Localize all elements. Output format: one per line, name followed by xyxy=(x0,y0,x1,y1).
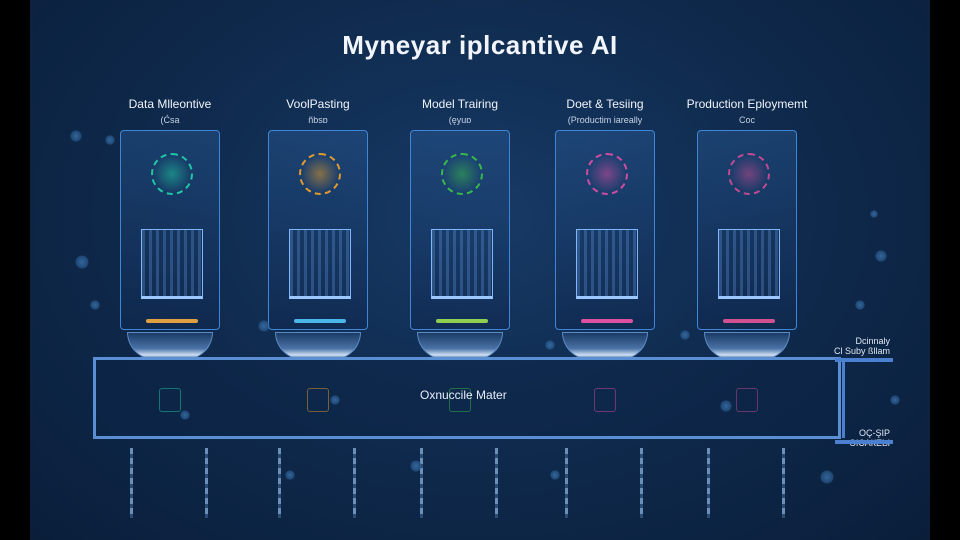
stage-sublabel: (ęyuɒ xyxy=(448,115,472,125)
collector-pipe xyxy=(93,357,841,439)
stage-sublabel: ñbsɒ xyxy=(308,115,328,125)
stage-heading: Model Trairing (ęyuɒ xyxy=(390,97,530,125)
stage-panel xyxy=(410,130,510,330)
drain-line xyxy=(782,448,785,518)
stage-heading: Production Eploymemt Coc xyxy=(677,97,817,125)
stage-orb-icon xyxy=(299,153,341,195)
stage-building-icon xyxy=(718,229,780,299)
stage-heading: VoolPasting ñbsɒ xyxy=(248,97,388,125)
bubble-decoration xyxy=(410,460,422,472)
stage-funnel xyxy=(417,332,503,360)
bubble-decoration xyxy=(180,410,190,420)
bubble-decoration xyxy=(855,300,865,310)
pipe-label: Oxnuccile Mater xyxy=(420,388,507,402)
drain-line xyxy=(707,448,710,518)
stage-progress-bar xyxy=(723,319,775,323)
stage-heading: Doet & Tesiing (Productim iareally xyxy=(535,97,675,125)
stage-building-icon xyxy=(431,229,493,299)
stage-heading: Data Mlleontive (Ćsa xyxy=(100,97,240,125)
stage-funnel xyxy=(275,332,361,360)
side-rail-bottom xyxy=(835,440,893,444)
drain-line xyxy=(278,448,281,518)
drain-line xyxy=(205,448,208,518)
stage-panel xyxy=(697,130,797,330)
stage-funnel xyxy=(704,332,790,360)
page-title: Myneyar iplcantive AI xyxy=(342,30,618,60)
stage-sublabel: (Ćsa xyxy=(160,115,180,125)
stage-sublabel: (Productim iareally xyxy=(567,115,643,125)
bubble-decoration xyxy=(90,300,100,310)
bubble-decoration xyxy=(75,255,89,269)
stage-progress-bar xyxy=(581,319,633,323)
stage-panel xyxy=(555,130,655,330)
stage-label: VoolPasting xyxy=(286,97,350,111)
stage-label: Data Mlleontive xyxy=(128,97,212,111)
bubble-decoration xyxy=(890,395,900,405)
stage-label: Model Trairing xyxy=(421,97,499,111)
stage-building-icon xyxy=(289,229,351,299)
side-top-title: Dcinnaly xyxy=(855,336,890,346)
stage-orb-icon xyxy=(728,153,770,195)
drain-line xyxy=(130,448,133,518)
drain-line xyxy=(565,448,568,518)
stage-orb-icon xyxy=(586,153,628,195)
drain-line xyxy=(640,448,643,518)
stage-orb-icon xyxy=(441,153,483,195)
bubble-decoration xyxy=(870,210,878,218)
drain-line xyxy=(353,448,356,518)
bubble-decoration xyxy=(70,130,82,142)
stage-building-icon xyxy=(141,229,203,299)
bubble-decoration xyxy=(550,470,560,480)
stage-orb-icon xyxy=(151,153,193,195)
stage-funnel xyxy=(127,332,213,360)
stage-progress-bar xyxy=(294,319,346,323)
stage-label: Doet & Tesiing xyxy=(566,97,644,111)
drain-line xyxy=(420,448,423,518)
bubble-decoration xyxy=(720,400,732,412)
pipeline-illustration: Myneyar iplcantive AI Data Mlleontive (Ć… xyxy=(30,0,930,540)
stage-sublabel: Coc xyxy=(738,115,755,125)
bubble-decoration xyxy=(285,470,295,480)
stage-panel xyxy=(268,130,368,330)
stage-progress-bar xyxy=(146,319,198,323)
bubble-decoration xyxy=(105,135,115,145)
side-bottom-label: OÇ-ŞIP ЭЮАКЕЫ xyxy=(850,428,890,448)
side-top-sub: Cl Suby ßllam xyxy=(833,346,890,356)
bubble-decoration xyxy=(875,250,887,262)
side-top-label: Dcinnaly Cl Suby ßllam xyxy=(820,336,890,356)
stage-funnel xyxy=(562,332,648,360)
side-connector xyxy=(842,360,845,438)
side-rail-top xyxy=(835,358,893,362)
bubble-decoration xyxy=(820,470,834,484)
stage-building-icon xyxy=(576,229,638,299)
bubble-decoration xyxy=(330,395,340,405)
stage-progress-bar xyxy=(436,319,488,323)
stage-label: Production Eploymemt xyxy=(686,97,808,111)
drain-line xyxy=(495,448,498,518)
bubble-decoration xyxy=(545,340,555,350)
bubble-decoration xyxy=(258,320,270,332)
bubble-decoration xyxy=(680,330,690,340)
stage-panel xyxy=(120,130,220,330)
